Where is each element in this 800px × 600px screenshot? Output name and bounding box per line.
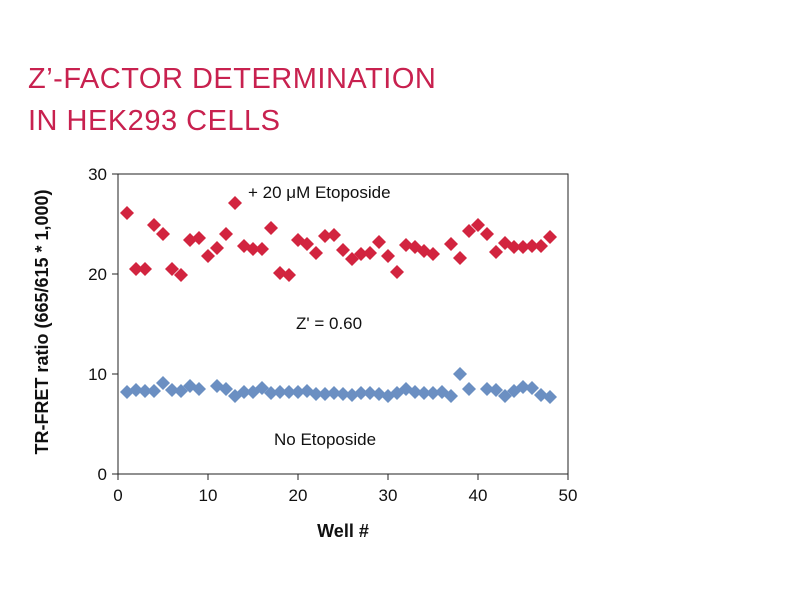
y-tick-label: 0 bbox=[98, 465, 107, 484]
etoposide-data-point bbox=[363, 246, 377, 260]
control-data-point bbox=[327, 386, 341, 400]
control-data-point bbox=[138, 384, 152, 398]
x-tick-label: 50 bbox=[559, 486, 578, 505]
control-data-point bbox=[417, 386, 431, 400]
control-data-point bbox=[426, 386, 440, 400]
control-data-point bbox=[480, 382, 494, 396]
control-data-point bbox=[336, 387, 350, 401]
etoposide-data-point bbox=[543, 230, 557, 244]
chart-title-line-2: IN HEK293 CELLS bbox=[28, 105, 281, 137]
etoposide-data-point bbox=[453, 251, 467, 265]
etoposide-data-point bbox=[534, 239, 548, 253]
etoposide-data-point bbox=[192, 231, 206, 245]
control-data-point bbox=[489, 383, 503, 397]
etoposide-data-point bbox=[516, 240, 530, 254]
etoposide-data-point bbox=[480, 227, 494, 241]
y-tick-label: 10 bbox=[88, 365, 107, 384]
control-data-point bbox=[444, 389, 458, 403]
etoposide-data-point bbox=[381, 249, 395, 263]
etoposide-data-point bbox=[282, 268, 296, 282]
control-data-point bbox=[354, 386, 368, 400]
etoposide-data-point bbox=[138, 262, 152, 276]
control-data-point bbox=[516, 380, 530, 394]
control-data-point bbox=[462, 382, 476, 396]
x-tick-label: 20 bbox=[289, 486, 308, 505]
control-data-point bbox=[165, 383, 179, 397]
control-data-point bbox=[129, 383, 143, 397]
etoposide-data-point bbox=[507, 240, 521, 254]
x-axis-label: Well # bbox=[317, 521, 369, 541]
etoposide-data-point bbox=[219, 227, 233, 241]
control-data-point bbox=[318, 387, 332, 401]
plot-frame bbox=[117, 173, 569, 475]
y-axis-label: TR-FRET ratio (665/615 * 1,000) bbox=[32, 189, 52, 454]
z-prime-annotation: Z' = 0.60 bbox=[296, 314, 362, 333]
control-data-point bbox=[543, 390, 557, 404]
etoposide-data-point bbox=[156, 227, 170, 241]
etoposide-data-point bbox=[426, 247, 440, 261]
control-data-point bbox=[291, 385, 305, 399]
etoposide-data-point bbox=[309, 246, 323, 260]
etoposide-data-point bbox=[318, 229, 332, 243]
control-data-point bbox=[525, 381, 539, 395]
etoposide-data-point bbox=[201, 249, 215, 263]
etoposide-data-point bbox=[462, 224, 476, 238]
etoposide-data-point bbox=[372, 235, 386, 249]
etoposide-data-point bbox=[300, 237, 314, 251]
etoposide-data-point bbox=[489, 245, 503, 259]
control-data-point bbox=[282, 385, 296, 399]
etoposide-data-point bbox=[390, 265, 404, 279]
etoposide-data-point bbox=[228, 196, 242, 210]
control-data-point bbox=[147, 384, 161, 398]
x-tick-label: 10 bbox=[199, 486, 218, 505]
etoposide-data-point bbox=[147, 218, 161, 232]
etoposide-data-point bbox=[165, 262, 179, 276]
x-tick-label: 0 bbox=[113, 486, 122, 505]
etoposide-data-point bbox=[129, 262, 143, 276]
control-data-point bbox=[156, 376, 170, 390]
y-tick-label: 30 bbox=[88, 165, 107, 184]
control-data-point bbox=[273, 385, 287, 399]
etoposide-data-point bbox=[444, 237, 458, 251]
etoposide-data-point bbox=[336, 243, 350, 257]
etoposide-data-point bbox=[327, 228, 341, 242]
etoposide-data-point bbox=[525, 239, 539, 253]
etoposide-annotation: + 20 μM Etoposide bbox=[248, 183, 391, 202]
x-tick-label: 30 bbox=[379, 486, 398, 505]
control-data-point bbox=[219, 382, 233, 396]
control-data-point bbox=[192, 382, 206, 396]
control-data-point bbox=[363, 386, 377, 400]
control-data-point bbox=[264, 386, 278, 400]
chart-title-line-1: Z’-FACTOR DETERMINATION bbox=[28, 63, 437, 95]
control-data-point bbox=[408, 385, 422, 399]
y-tick-label: 20 bbox=[88, 265, 107, 284]
etoposide-data-point bbox=[120, 206, 134, 220]
etoposide-data-point bbox=[264, 221, 278, 235]
etoposide-data-point bbox=[210, 241, 224, 255]
etoposide-data-point bbox=[354, 247, 368, 261]
data-points-group bbox=[120, 196, 557, 404]
control-data-point bbox=[237, 385, 251, 399]
tick-labels-group: 0 10 20 30 40 50 0 10 20 30 bbox=[88, 165, 577, 505]
control-data-point bbox=[453, 367, 467, 381]
x-tick-label: 40 bbox=[469, 486, 488, 505]
etoposide-data-point bbox=[255, 242, 269, 256]
etoposide-data-point bbox=[246, 242, 260, 256]
etoposide-data-point bbox=[174, 268, 188, 282]
etoposide-data-point bbox=[471, 218, 485, 232]
no-etoposide-annotation: No Etoposide bbox=[274, 430, 376, 449]
axes-group bbox=[112, 173, 569, 480]
control-data-point bbox=[309, 387, 323, 401]
